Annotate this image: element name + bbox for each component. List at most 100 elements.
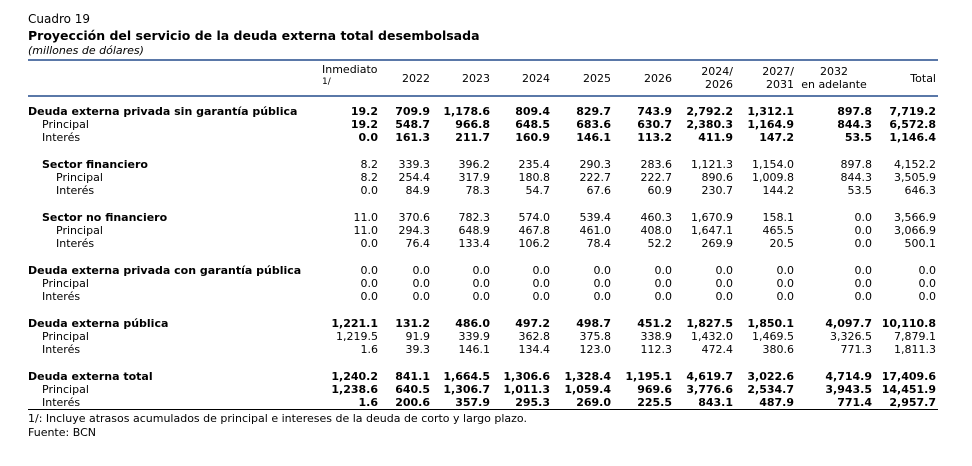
table-cell: 160.9	[515, 131, 550, 144]
table-cell: 0.0	[918, 277, 937, 290]
col-header-line1: 2027/	[762, 65, 794, 78]
table-cell: 211.7	[455, 131, 490, 144]
row-label: Deuda externa privada con garantía públi…	[28, 264, 302, 277]
table-cell: 1,011.3	[503, 383, 550, 396]
table-cell: 897.8	[840, 158, 873, 171]
table-cell: 2,792.2	[686, 105, 733, 118]
table-cell: 0.0	[715, 264, 734, 277]
table-cell: 0.0	[715, 277, 734, 290]
col-header-line2: 1/	[322, 77, 331, 87]
table-row: Sector no financiero 11.0 370.6 782.3 574.0 5…	[28, 211, 938, 224]
table-cell: 0.0	[654, 277, 673, 290]
table-cell: 4,619.7	[686, 370, 733, 383]
table-cell: 829.7	[576, 105, 611, 118]
table-cell: 146.1	[458, 343, 491, 356]
table-cell: 1,306.7	[443, 383, 490, 396]
table-cell: 19.2	[350, 118, 378, 131]
table-cell: 0.0	[593, 264, 612, 277]
table-units: (millones de dólares)	[28, 44, 144, 57]
table-cell: 0.0	[593, 277, 612, 290]
col-header-line2: 2026	[705, 78, 733, 91]
table-cell: 411.9	[698, 131, 733, 144]
table-cell: 4,714.9	[825, 370, 872, 383]
table-cell: 134.4	[518, 343, 551, 356]
table-cell: 0.0	[654, 264, 673, 277]
table-cell: 7,879.1	[894, 330, 936, 343]
table-cell: 1,469.5	[752, 330, 794, 343]
table-cell: 844.3	[837, 118, 872, 131]
table-row: Interés 0.0 161.3 211.7 160.9 146.1 113.2 411.9…	[28, 131, 938, 144]
table-cell: 897.8	[837, 105, 872, 118]
table-cell: 235.4	[518, 158, 551, 171]
col-header-2032-onward: 2032 en adelante	[796, 59, 874, 97]
col-header-line2: 2026	[644, 71, 672, 85]
table-cell: 76.4	[405, 237, 431, 250]
table-row: Principal 11.0 294.3 648.9 467.8 461.0 408.0 1,…	[28, 224, 938, 237]
row-label: Deuda externa pública	[28, 317, 169, 330]
table-cell: 809.4	[515, 105, 550, 118]
table-cell: 222.7	[640, 171, 673, 184]
table-cell: 648.5	[515, 118, 550, 131]
col-header-line2: en adelante	[801, 78, 867, 91]
table-cell: 112.3	[640, 343, 673, 356]
table-cell: 0.0	[472, 290, 491, 303]
table-cell: 966.8	[455, 118, 490, 131]
table-cell: 0.0	[412, 264, 431, 277]
table-cell: 743.9	[637, 105, 672, 118]
table-cell: 6,572.8	[889, 118, 936, 131]
table-cell: 158.1	[762, 211, 795, 224]
table-cell: 486.0	[455, 317, 490, 330]
table-row: Interés 0.0 76.4 133.4 106.2 78.4 52.2 269.9 20.…	[28, 237, 938, 250]
table-cell: 0.0	[532, 277, 551, 290]
table-cell: 1.6	[360, 343, 379, 356]
table-cell: 500.1	[904, 237, 937, 250]
table-cell: 0.0	[472, 264, 491, 277]
table-cell: 0.0	[358, 131, 379, 144]
table-row: Deuda externa privada con garantía públi…	[28, 264, 938, 277]
table-row: Principal 1,238.6 640.5 1,306.7 1,011.3 1,059…	[28, 383, 938, 396]
table-cell: 3,022.6	[747, 370, 794, 383]
table-cell: 131.2	[395, 317, 430, 330]
table-cell: 969.6	[637, 383, 672, 396]
table-cell: 180.8	[518, 171, 551, 184]
table-cell: 640.5	[395, 383, 430, 396]
table-cell: 52.2	[647, 237, 673, 250]
table-cell: 0.0	[918, 290, 937, 303]
row-label: Interés	[56, 237, 95, 250]
col-header-line1: 2032	[820, 65, 848, 78]
table-cell: 0.0	[593, 290, 612, 303]
footnote: 1/: Incluye atrasos acumulados de princi…	[28, 412, 527, 425]
col-header-2024-2026: 2024/2026	[674, 59, 735, 97]
table-cell: 19.2	[350, 105, 378, 118]
table-cell: 67.6	[586, 184, 612, 197]
table-cell: 290.3	[579, 158, 612, 171]
table-cell: 1,009.8	[752, 171, 794, 184]
col-header-line1: 2024/	[701, 65, 733, 78]
table-cell: 362.8	[518, 330, 551, 343]
table-cell: 1,328.4	[564, 370, 611, 383]
table-cell: 498.7	[576, 317, 611, 330]
table-cell: 91.9	[405, 330, 431, 343]
table-cell: 222.7	[579, 171, 612, 184]
table-body: Deuda externa privada sin garantía públi…	[28, 96, 938, 410]
table-cell: 709.9	[395, 105, 430, 118]
row-label: Interés	[28, 396, 318, 410]
table-cell: 0.0	[360, 237, 379, 250]
table-cell: 1,306.6	[503, 370, 550, 383]
table-cell: 339.9	[458, 330, 491, 343]
table-cell: 2,380.3	[686, 118, 733, 131]
table-cell: 1.6	[318, 396, 380, 410]
table-cell: 113.2	[637, 131, 672, 144]
table-cell: 1,121.3	[691, 158, 733, 171]
table-row: Interés 0.0 84.9 78.3 54.7 67.6 60.9 230.7 144.2…	[28, 184, 938, 197]
table-cell: 39.3	[405, 343, 431, 356]
table-cell: 0.0	[854, 237, 873, 250]
table-cell: 0.0	[654, 290, 673, 303]
row-label: Principal	[42, 277, 89, 290]
table-cell: 1,312.1	[747, 105, 794, 118]
table-cell: 0.0	[776, 264, 795, 277]
table-cell: 0.0	[360, 290, 379, 303]
row-label: Principal	[42, 118, 89, 131]
table-cell: 782.3	[458, 211, 491, 224]
table-cell: 0.0	[854, 264, 873, 277]
